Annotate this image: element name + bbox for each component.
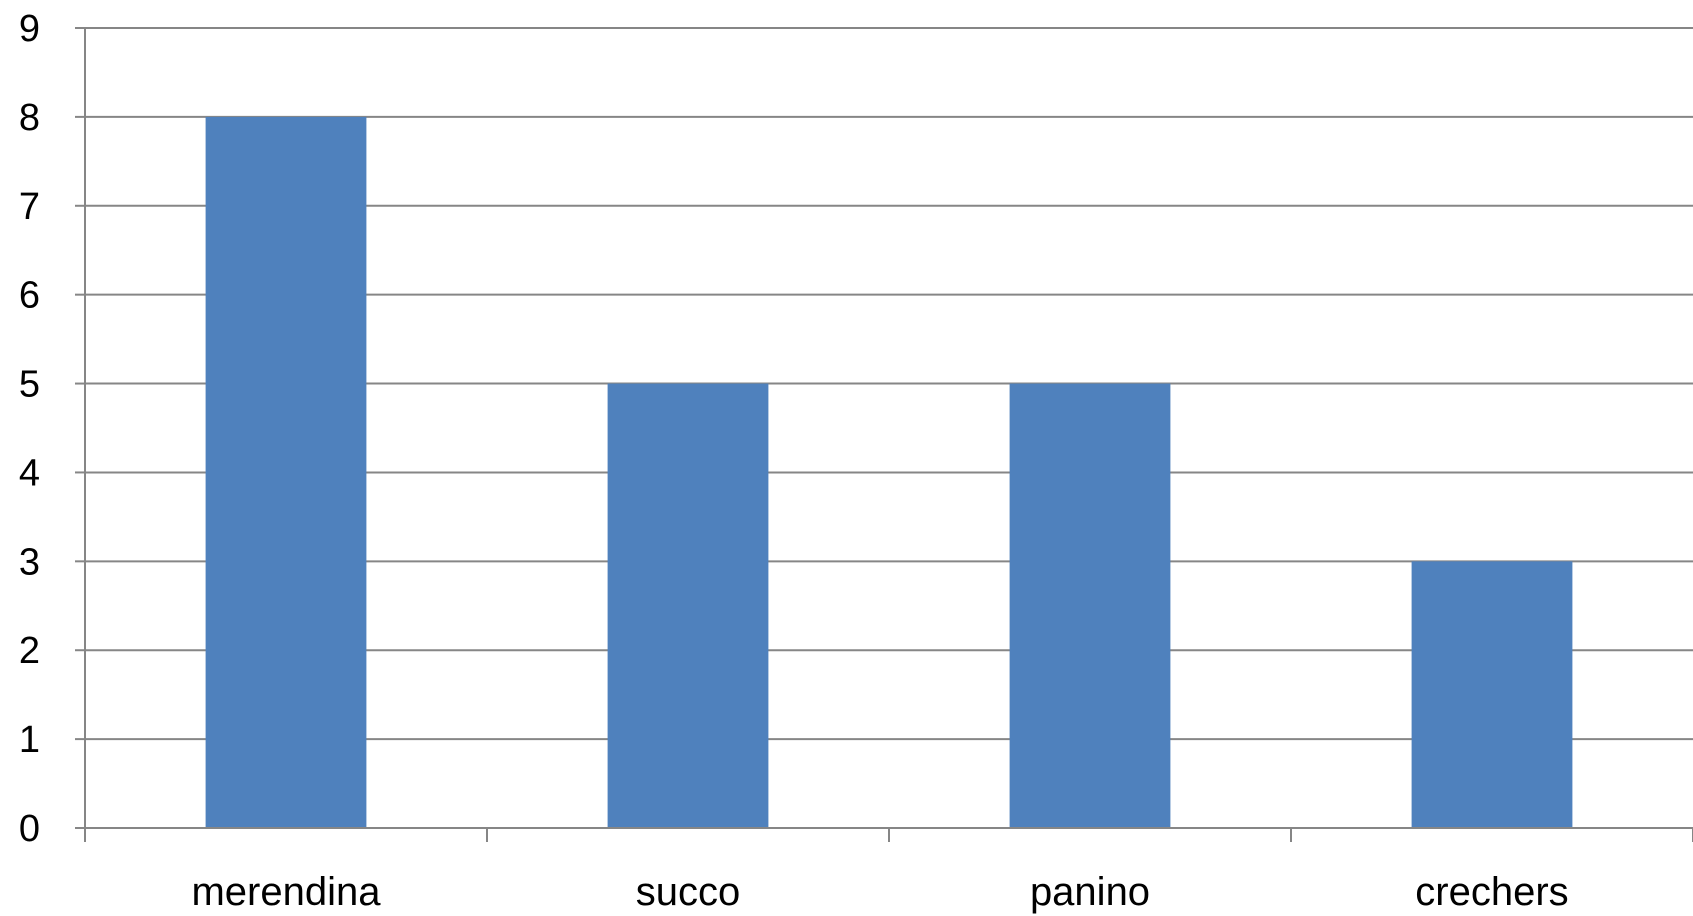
x-category-label: crechers <box>1415 870 1568 914</box>
bar-panino <box>1009 383 1171 828</box>
y-tick-label: 2 <box>19 630 40 672</box>
x-category-label: succo <box>636 870 741 914</box>
bars <box>205 116 1573 828</box>
y-tick-label: 3 <box>19 541 40 583</box>
y-tick-label: 5 <box>19 364 40 406</box>
y-tick-label: 4 <box>19 452 40 494</box>
x-axis-category-labels: merendina succo panino crechers <box>191 870 1568 914</box>
bar-succo <box>607 383 769 828</box>
bar-crechers <box>1411 561 1573 828</box>
y-tick-label: 8 <box>19 97 40 139</box>
y-tick-label: 0 <box>19 808 40 850</box>
y-tick-label: 7 <box>19 186 40 228</box>
axes <box>75 27 1693 842</box>
y-tick-label: 6 <box>19 275 40 317</box>
y-tick-label: 9 <box>19 8 40 50</box>
y-tick-label: 1 <box>19 719 40 761</box>
x-category-label: merendina <box>191 870 381 914</box>
x-category-label: panino <box>1030 870 1150 914</box>
bar-merendina <box>205 116 367 828</box>
y-axis-tick-labels: 0 1 2 3 4 5 6 7 8 9 <box>19 8 40 850</box>
